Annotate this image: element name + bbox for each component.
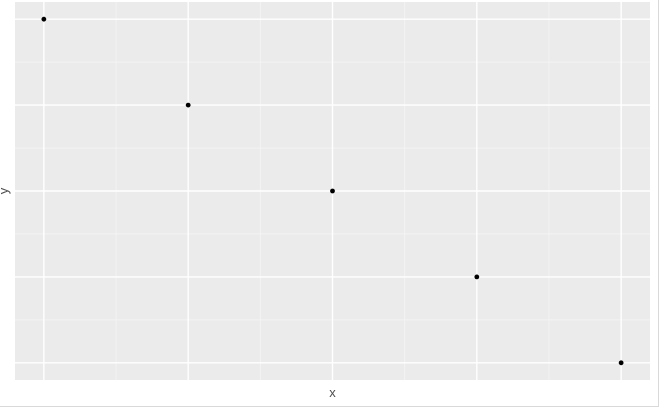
data-point	[41, 16, 47, 22]
y-axis-title: y	[0, 187, 11, 194]
data-point	[330, 188, 335, 194]
major-gridlines	[15, 2, 650, 380]
data-points	[41, 16, 624, 366]
data-point	[185, 102, 191, 108]
data-point	[618, 360, 624, 366]
data-point	[474, 274, 480, 280]
x-axis-title: x	[329, 385, 336, 400]
